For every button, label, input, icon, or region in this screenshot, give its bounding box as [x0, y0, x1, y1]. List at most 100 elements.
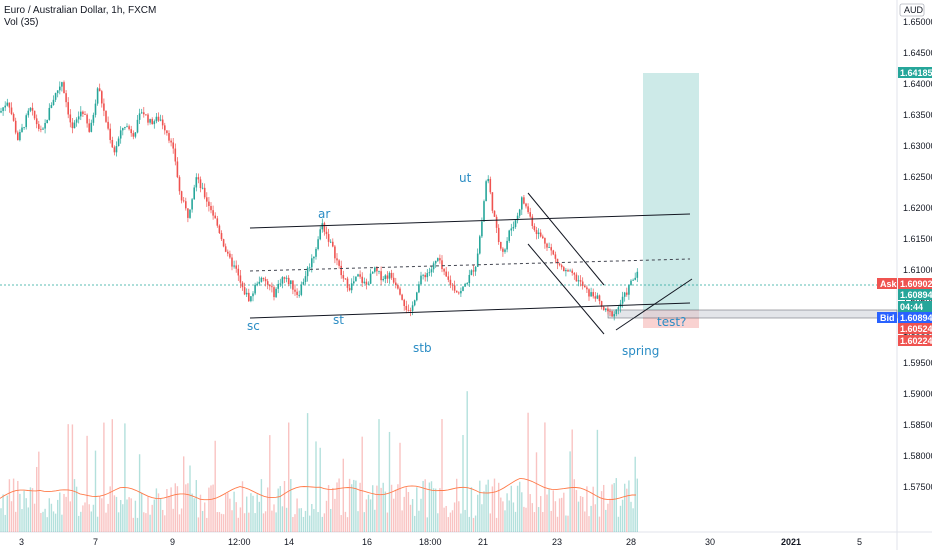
- candle-body: [294, 289, 296, 292]
- candle-body: [374, 267, 376, 272]
- candle-body: [514, 220, 517, 227]
- candle-body: [229, 253, 231, 258]
- volume-bar: [577, 501, 580, 532]
- candle-body: [405, 305, 408, 310]
- price-tag-value: 1.60894: [900, 290, 932, 300]
- currency-badge[interactable]: [899, 3, 925, 17]
- volume-bar: [510, 485, 512, 532]
- channel-lower-line[interactable]: [527, 243, 605, 335]
- volume-bar: [481, 504, 483, 532]
- candle-body: [626, 292, 628, 295]
- price-tick-label: 1.59500: [903, 358, 932, 368]
- candle-body: [122, 128, 124, 131]
- candle-body: [590, 292, 592, 297]
- bid-ask-band[interactable]: [607, 309, 898, 319]
- time-axis[interactable]: 3 7 9 12:00 14 16 18:00 21 23 28 30 2021 5: [19, 537, 862, 547]
- candle-body: [319, 229, 321, 240]
- candle-body: [636, 271, 639, 278]
- volume-bar: [94, 450, 97, 532]
- volume-bar: [365, 499, 368, 532]
- channel-upper-line[interactable]: [527, 192, 605, 286]
- volume-bar: [348, 478, 351, 532]
- candle-body: [287, 277, 290, 285]
- volume-bar: [479, 480, 481, 532]
- volume-bar: [458, 501, 460, 532]
- spring-breakout-line[interactable]: [615, 278, 693, 331]
- volume-bar: [523, 506, 525, 532]
- volume-bar: [279, 486, 281, 532]
- candle-body: [176, 161, 179, 178]
- candle-body: [367, 283, 370, 285]
- candle-body: [23, 127, 25, 128]
- volume-bar: [260, 479, 263, 532]
- price-axis[interactable]: 1.65000 1.64500 1.64000 1.63500 1.63000 1.625…: [903, 17, 932, 492]
- chart-legend: Euro / Australian Dollar, 1h, FXCM Vol (…: [4, 5, 156, 29]
- candle-body: [392, 277, 395, 283]
- volume-bar: [246, 496, 248, 532]
- candle-body: [323, 223, 326, 232]
- volume-bar: [397, 484, 399, 532]
- target-zone[interactable]: [643, 73, 699, 310]
- candle-body: [273, 287, 275, 298]
- volume-bar: [617, 516, 620, 532]
- volume-bar: [172, 508, 174, 532]
- range-mid-line[interactable]: [249, 258, 691, 272]
- volume-bar: [220, 513, 223, 532]
- price-tick-label: 1.58000: [903, 451, 932, 461]
- volume-bar: [634, 456, 636, 532]
- volume-bar: [96, 516, 99, 532]
- price-tag-value: 1.60902: [900, 279, 932, 289]
- volume-bar: [380, 487, 382, 532]
- time-tick-label: 7: [93, 537, 98, 547]
- range-top-line[interactable]: [249, 213, 691, 229]
- candle-body: [615, 309, 618, 315]
- candle-body: [596, 295, 599, 299]
- candle-body: [92, 114, 95, 123]
- candle-body: [397, 285, 399, 289]
- volume-bar: [416, 487, 418, 532]
- volume-bar: [621, 499, 624, 532]
- range-bottom-line[interactable]: [249, 302, 691, 319]
- candle-body: [384, 275, 387, 279]
- volume-bar: [483, 491, 485, 532]
- candle-body: [147, 114, 149, 123]
- volume-bar: [449, 512, 452, 532]
- volume-bar: [210, 485, 212, 532]
- volume-bar: [445, 505, 447, 532]
- volume-bar: [451, 510, 454, 532]
- volume-bar: [296, 498, 298, 532]
- volume-bar: [180, 508, 183, 532]
- volume-bar: [428, 482, 431, 532]
- volume-bar: [544, 422, 546, 532]
- candle-body: [14, 120, 17, 133]
- symbol-title[interactable]: Euro / Australian Dollar, 1h, FXCM: [4, 5, 157, 16]
- candle-body: [577, 280, 580, 282]
- volume-bar: [342, 458, 344, 532]
- candle-body: [10, 107, 13, 115]
- volume-bar: [422, 480, 424, 532]
- candle-body: [130, 129, 132, 134]
- candle-body: [31, 107, 34, 111]
- candle-body: [67, 102, 69, 115]
- candle-body: [315, 249, 317, 257]
- candle-body: [17, 132, 19, 141]
- time-tick-label: 3: [19, 537, 24, 547]
- candle-body: [84, 114, 86, 115]
- candle-body: [313, 256, 315, 259]
- volume-bar: [4, 514, 6, 532]
- candle-body: [21, 127, 23, 133]
- candle-body: [65, 93, 67, 103]
- volume-bar: [615, 478, 617, 532]
- price-tag-label: Bid: [880, 313, 895, 323]
- volume-indicator-label[interactable]: Vol (35): [4, 17, 39, 28]
- candle-body: [308, 267, 311, 269]
- candle-body: [453, 285, 456, 291]
- candle-body: [609, 311, 611, 313]
- candle-body: [617, 307, 620, 310]
- volume-bar: [174, 483, 176, 532]
- candle-body: [203, 187, 206, 198]
- volume-bar: [556, 516, 559, 532]
- volume-bar: [506, 493, 508, 532]
- candle-body: [552, 250, 555, 255]
